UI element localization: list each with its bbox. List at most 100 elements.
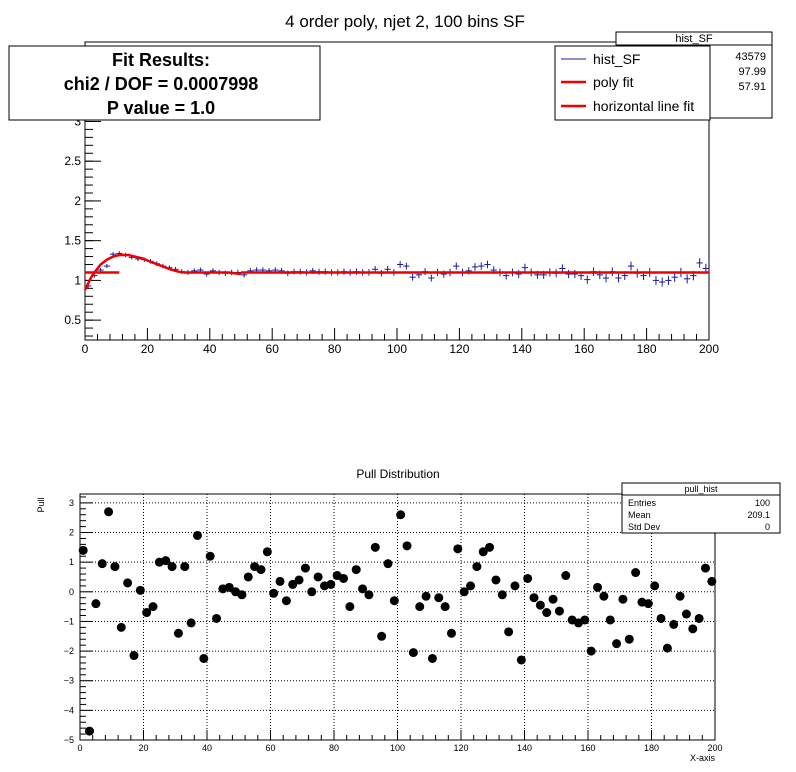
pull-point (148, 602, 158, 612)
pull-point (542, 608, 552, 618)
hist-point (565, 269, 572, 279)
pull-point (656, 613, 666, 623)
pull-point (446, 628, 456, 638)
pull-point (275, 576, 285, 586)
pull-point (523, 573, 533, 583)
fit-results-box: Fit Results: chi2 / DOF = 0.0007998 P va… (8, 45, 321, 121)
pull-point (256, 565, 266, 575)
hist-point (397, 261, 404, 268)
hist-point (627, 261, 635, 271)
pull-x-tick-label: 180 (644, 743, 659, 753)
pull-point (612, 639, 622, 649)
top-x-tick-label: 140 (512, 342, 532, 356)
pull-point (688, 624, 698, 634)
pull-stats-mean-value: 209.1 (747, 510, 770, 520)
top-stats-title: hist_SF (675, 33, 713, 45)
pull-stats-entries-value: 100 (755, 498, 770, 508)
pull-x-axis: 0 20 40 60 80 100 120 140 160 180 200 (77, 730, 723, 753)
fit-results-pvalue: P value = 1.0 (107, 98, 215, 118)
top-stats-stddev: 57.91 (738, 81, 766, 93)
pull-point (300, 563, 310, 573)
pull-point (586, 646, 596, 656)
pull-point (326, 579, 336, 589)
pull-point (681, 609, 691, 619)
pull-x-tick-label: 200 (707, 743, 722, 753)
pull-x-axis-label: X-axis (690, 753, 716, 763)
hist-point (602, 273, 610, 283)
pull-point (161, 556, 171, 566)
pull-point (624, 634, 634, 644)
pull-y-tick-label: −4 (64, 705, 74, 715)
hist-point (103, 264, 110, 269)
top-x-tick-label: 40 (203, 342, 217, 356)
pull-x-tick-label: 140 (517, 743, 532, 753)
hist-point (484, 260, 491, 269)
pull-point (129, 651, 139, 661)
pull-x-tick-label: 120 (453, 743, 468, 753)
pull-stats-stddev-value: 0 (765, 522, 770, 532)
pull-point (427, 653, 437, 663)
hist-point (521, 263, 529, 272)
pull-point (643, 599, 653, 609)
pull-plot-marks (78, 507, 717, 736)
pull-stats-mean-label: Mean (628, 510, 651, 520)
top-x-tick-label: 200 (699, 342, 719, 356)
hist-point (659, 277, 666, 287)
pull-point (466, 581, 476, 591)
pull-stats-entries-label: Entries (628, 498, 657, 508)
pull-stats-title: pull_hist (684, 484, 718, 494)
pull-point (440, 602, 450, 612)
pull-chart-title: Pull Distribution (356, 467, 439, 481)
legend-hist-label: hist_SF (593, 51, 640, 67)
pull-point (599, 591, 609, 601)
pull-point (269, 588, 279, 598)
hist-point (671, 272, 678, 282)
pull-point (351, 565, 361, 575)
pull-x-tick-label: 160 (580, 743, 595, 753)
pull-x-tick-label: 40 (202, 743, 212, 753)
pull-point (205, 551, 215, 561)
pull-point (491, 575, 501, 585)
pull-point (554, 606, 564, 616)
pull-point (662, 643, 672, 653)
pull-y-tick-label: 3 (69, 498, 74, 508)
pull-point (535, 600, 545, 610)
pull-point (459, 587, 469, 597)
top-x-tick-label: 20 (141, 342, 155, 356)
pull-y-tick-label: −5 (64, 735, 74, 745)
top-x-tick-label: 120 (449, 342, 469, 356)
pull-point (78, 545, 88, 555)
pull-point (485, 542, 495, 552)
pull-y-tick-label: 1 (69, 557, 74, 567)
top-x-tick-label: 100 (387, 342, 407, 356)
pull-x-tick-label: 20 (138, 743, 148, 753)
pull-point (421, 591, 431, 601)
hist-point (584, 275, 591, 284)
pull-point (408, 648, 418, 658)
pull-point (167, 562, 177, 572)
pull-y-tick-label: −2 (64, 646, 74, 656)
top-legend: hist_SF poly fit horizontal line fit (554, 45, 711, 121)
pull-point (434, 593, 444, 603)
pull-point (383, 559, 393, 569)
pull-point (478, 547, 488, 557)
top-stats-mean: 97.99 (738, 66, 766, 78)
pull-point (288, 579, 298, 589)
top-chart-title: 4 order poly, njet 2, 100 bins SF (285, 12, 525, 31)
pull-point (650, 581, 660, 591)
bottom-panel: Pull Distribution −5 −4 −3 −2 −1 0 1 2 3 0 20 40 60… (36, 467, 781, 763)
top-y-tick-label: 3 (74, 114, 81, 128)
top-stats-entries: 43579 (735, 51, 766, 63)
pull-point (605, 615, 615, 625)
pull-point (669, 619, 679, 629)
pull-point (396, 510, 406, 520)
pull-y-tick-label: 2 (69, 528, 74, 538)
pull-point (186, 618, 196, 628)
pull-x-tick-label: 0 (77, 743, 82, 753)
top-x-tick-label: 60 (266, 342, 280, 356)
pull-y-tick-label: −3 (64, 676, 74, 686)
pull-point (313, 572, 323, 582)
pull-point (237, 590, 247, 600)
hist-point (615, 273, 622, 283)
pull-point (504, 627, 514, 637)
